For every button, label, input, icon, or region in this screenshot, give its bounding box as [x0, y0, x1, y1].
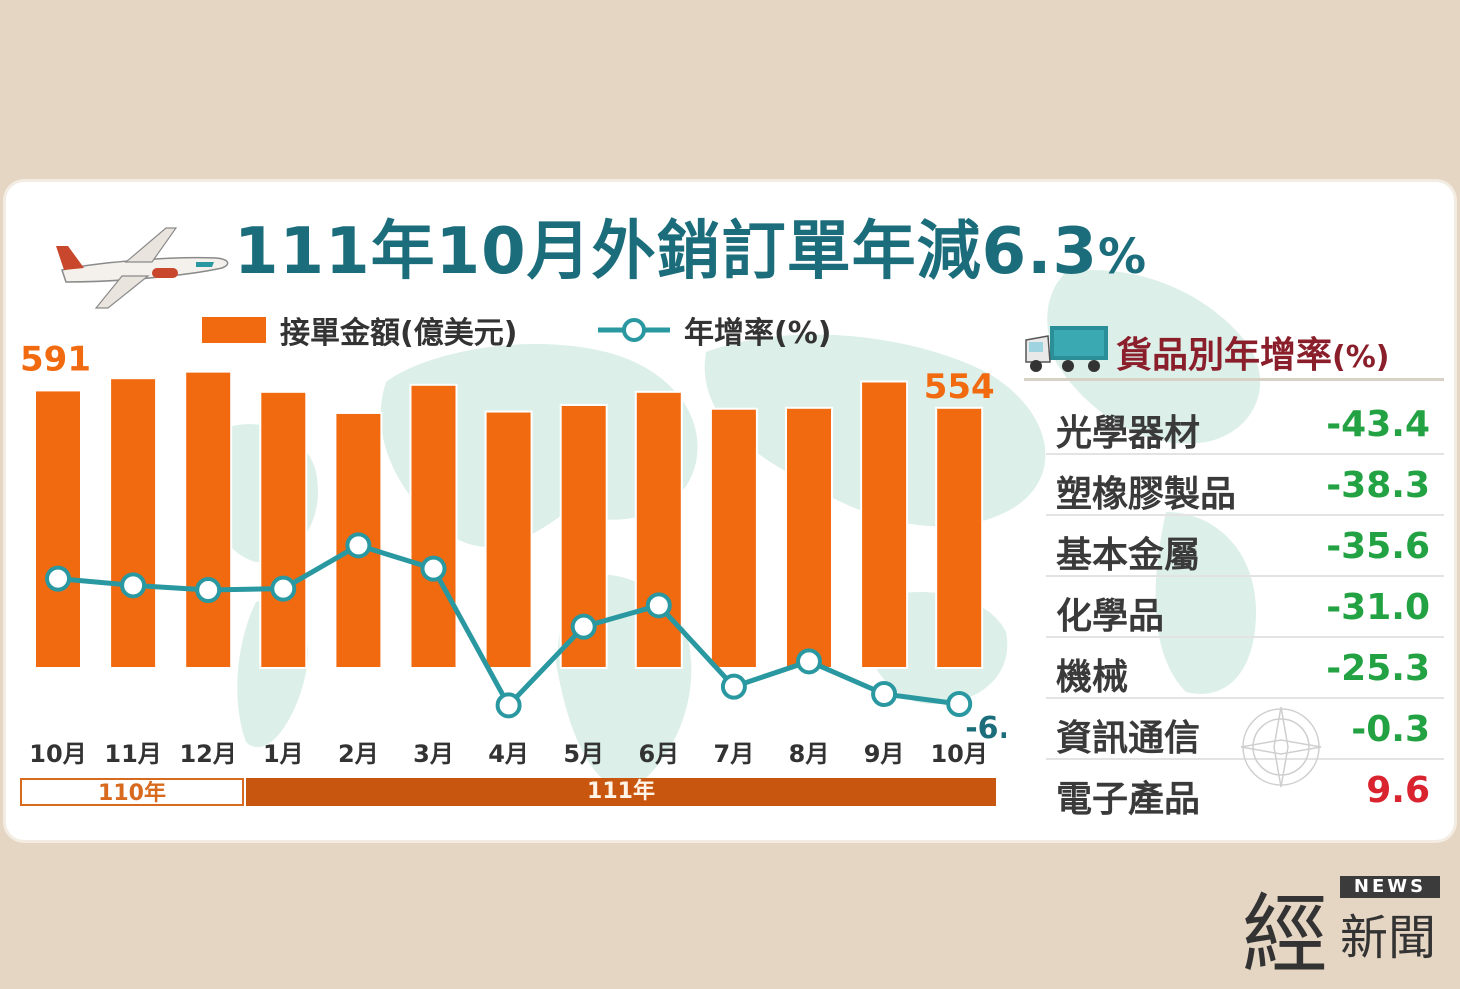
category-name: 機械: [1056, 657, 1129, 698]
compass-rose-icon: [1240, 706, 1322, 788]
x-tick-label: 9月: [864, 740, 905, 768]
truck-icon: [1025, 326, 1108, 372]
bar: [484, 410, 533, 670]
legend-line-item: 年增率(%): [598, 310, 832, 351]
airplane-icon: [56, 227, 229, 309]
category-name: 資訊通信: [1056, 718, 1201, 759]
bar: [409, 383, 458, 669]
category-panel-header: 貨品別年增率(%): [1024, 322, 1444, 381]
x-tick-label: 11月: [104, 740, 161, 768]
line-point: [45, 565, 71, 592]
legend-bar-label: 接單金額(億美元): [280, 316, 518, 351]
legend-bar-swatch: [202, 317, 266, 343]
last-bar-value-label: 554: [924, 367, 995, 407]
x-tick-label: 5月: [563, 740, 604, 768]
bar: [184, 370, 233, 669]
line-point: [195, 577, 222, 603]
line-point: [871, 681, 898, 707]
x-tick-label: 7月: [714, 740, 755, 768]
bar: [860, 380, 909, 669]
bar: [259, 390, 308, 669]
category-row: 電子產品 9.6: [1046, 762, 1444, 820]
category-row: 機械 -25.3: [1046, 640, 1444, 699]
bar: [34, 389, 82, 669]
category-name: 塑橡膠製品: [1056, 474, 1237, 515]
x-tick-label: 10月: [930, 740, 987, 768]
category-name: 光學器材: [1056, 413, 1201, 454]
bar: [109, 377, 158, 670]
last-rate-value-label: -6.3: [965, 711, 1006, 746]
bar: [634, 390, 683, 669]
period-111-band: 111年: [246, 778, 996, 806]
category-value: 9.6: [1366, 770, 1430, 811]
category-row: 光學器材 -43.4: [1046, 396, 1444, 455]
chart-title: 111年10月外銷訂單年減6.3%: [234, 215, 1148, 289]
line-point: [270, 575, 297, 602]
line-point: [570, 613, 597, 640]
category-value: -35.6: [1326, 526, 1430, 567]
x-tick-label: 4月: [488, 740, 529, 768]
x-tick-label: 8月: [789, 740, 830, 768]
category-value: -25.3: [1326, 648, 1430, 689]
legend-line-swatch: [598, 318, 670, 342]
period-110-band: 110年: [20, 778, 244, 806]
bar: [709, 407, 758, 670]
brand-logo: 經 NEWS 新聞: [1242, 870, 1442, 985]
category-name: 基本金屬: [1056, 535, 1201, 576]
category-row: 塑橡膠製品 -38.3: [1046, 457, 1444, 516]
first-bar-value-label: 591: [20, 339, 91, 379]
legend-bar-item: 接單金額(億美元): [202, 310, 518, 351]
bar-line-chart: 10月 11月 12月 1月 2月 3月 4月 5月 6月 7月 8月 9月 10月 591 554 -6.3: [20, 339, 1006, 768]
category-growth-list: 光學器材 -43.4 塑橡膠製品 -38.3 基本金屬 -35.6 化學品 -3…: [1046, 396, 1444, 821]
category-name: 化學品: [1056, 596, 1165, 637]
line-point: [645, 592, 672, 619]
chart-card: 111年10月外銷訂單年減6.3% 接單金額(億美元) 年增率(%) 10月 11…: [6, 182, 1454, 840]
x-tick-label: 1月: [263, 740, 304, 768]
line-point: [720, 673, 747, 700]
x-tick-label: 12月: [179, 740, 236, 768]
line-point: [345, 532, 372, 559]
line-point: [495, 692, 522, 719]
bar: [935, 406, 984, 669]
category-value: -38.3: [1326, 465, 1430, 506]
line-point: [796, 648, 822, 675]
category-value: -31.0: [1326, 587, 1430, 628]
x-tick-label: 2月: [338, 740, 379, 768]
category-row: 化學品 -31.0: [1046, 579, 1444, 638]
x-tick-label: 6月: [638, 740, 679, 768]
category-value: -0.3: [1351, 709, 1430, 750]
bar: [785, 406, 833, 669]
line-point: [420, 555, 447, 582]
category-value: -43.4: [1326, 404, 1430, 445]
x-tick-label: 3月: [413, 740, 454, 768]
category-name: 電子產品: [1056, 779, 1201, 820]
line-point: [120, 572, 147, 599]
category-panel-title: 貨品別年增率(%): [1116, 335, 1390, 376]
legend-line-label: 年增率(%): [684, 316, 832, 351]
category-row: 基本金屬 -35.6: [1046, 518, 1444, 577]
line-point: [946, 691, 973, 717]
x-tick-label: 10月: [29, 740, 86, 768]
